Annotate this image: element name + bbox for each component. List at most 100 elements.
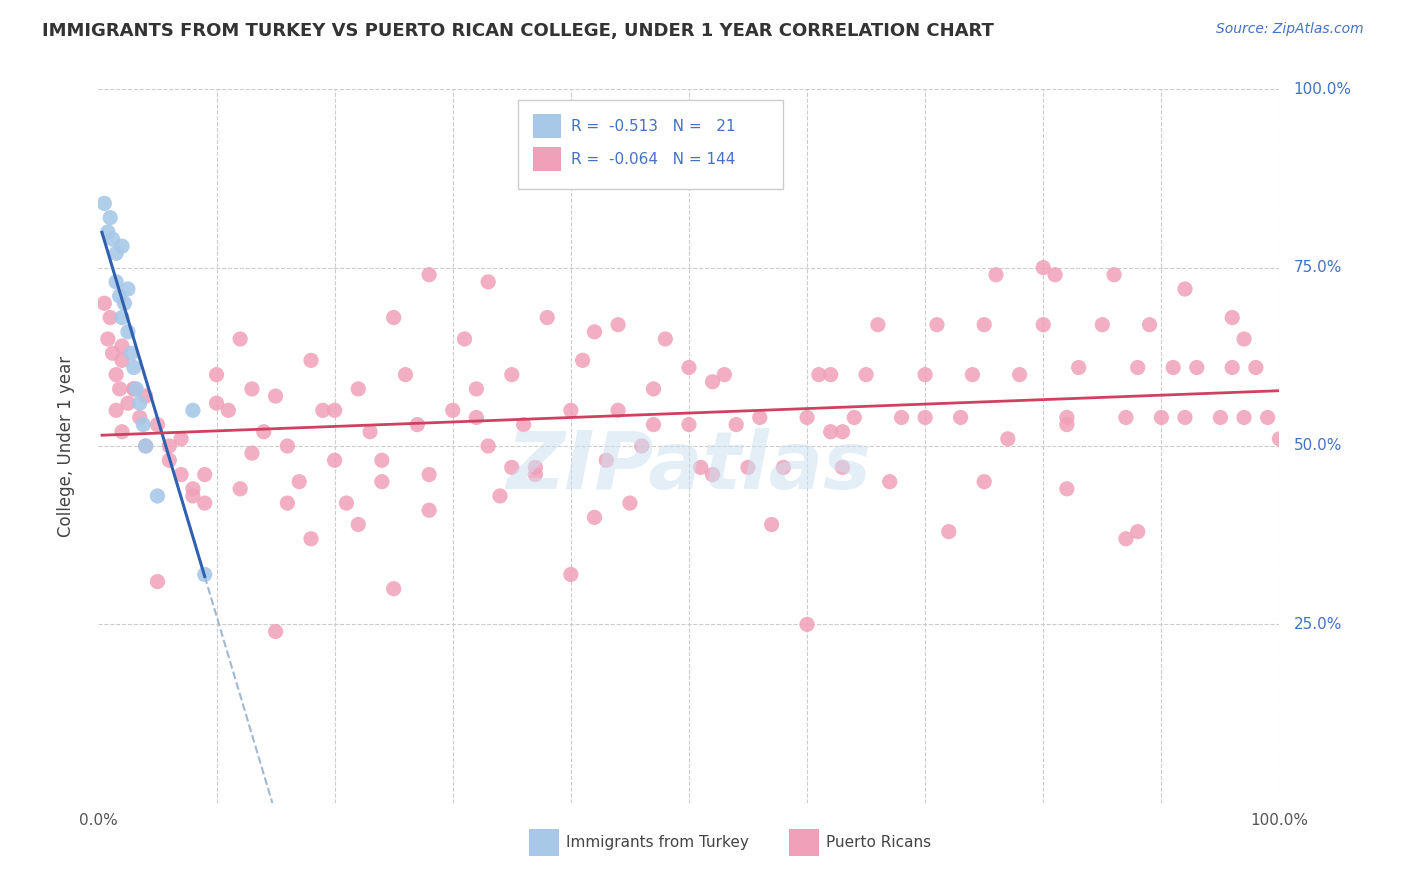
Point: [371, 475, 394, 489]
Point: [761, 517, 783, 532]
Point: [382, 582, 405, 596]
Point: [125, 382, 148, 396]
Point: [105, 403, 128, 417]
Point: [524, 467, 547, 482]
Point: [312, 403, 335, 417]
Point: [678, 417, 700, 432]
Point: [583, 510, 606, 524]
Point: [820, 368, 842, 382]
Point: [962, 368, 984, 382]
Point: [132, 417, 155, 432]
Point: [1174, 282, 1197, 296]
Point: [117, 282, 139, 296]
Point: [524, 460, 547, 475]
Point: [925, 318, 948, 332]
Point: [560, 567, 582, 582]
Point: [1091, 318, 1114, 332]
Point: [477, 439, 499, 453]
Point: [890, 410, 912, 425]
Point: [1185, 360, 1208, 375]
Point: [98, 310, 121, 325]
Point: [938, 524, 960, 539]
Bar: [533, 147, 561, 171]
Point: [128, 410, 150, 425]
Point: [702, 375, 724, 389]
Point: [347, 382, 370, 396]
Point: [323, 453, 346, 467]
Point: [105, 368, 128, 382]
Point: [335, 496, 357, 510]
Point: [796, 410, 818, 425]
Point: [796, 617, 818, 632]
Point: [101, 232, 124, 246]
Point: [607, 318, 630, 332]
Point: [914, 368, 936, 382]
Point: [181, 403, 204, 417]
Point: [1115, 410, 1137, 425]
Point: [583, 325, 606, 339]
Point: [418, 503, 440, 517]
Point: [371, 453, 394, 467]
Point: [135, 439, 157, 453]
Point: [1008, 368, 1031, 382]
Point: [93, 196, 115, 211]
Point: [560, 403, 582, 417]
Point: [855, 368, 877, 382]
Point: [512, 417, 534, 432]
Point: [536, 310, 558, 325]
Point: [205, 396, 228, 410]
Point: [702, 467, 724, 482]
Point: [737, 460, 759, 475]
Bar: [530, 830, 560, 856]
Point: [382, 310, 405, 325]
Point: [914, 410, 936, 425]
Point: [108, 289, 131, 303]
Point: [465, 382, 488, 396]
Point: [418, 467, 440, 482]
Point: [984, 268, 1007, 282]
Point: [111, 353, 134, 368]
Point: [111, 425, 134, 439]
Point: [299, 353, 322, 368]
Point: [117, 396, 139, 410]
Point: [1209, 410, 1232, 425]
Point: [1043, 268, 1066, 282]
Point: [997, 432, 1019, 446]
Point: [453, 332, 475, 346]
Point: [146, 574, 169, 589]
Point: [465, 410, 488, 425]
Point: [1056, 410, 1078, 425]
Point: [1150, 410, 1173, 425]
Point: [866, 318, 889, 332]
Point: [406, 417, 429, 432]
Point: [347, 517, 370, 532]
Point: [217, 403, 239, 417]
Point: [630, 439, 652, 453]
Text: Source: ZipAtlas.com: Source: ZipAtlas.com: [1216, 22, 1364, 37]
Point: [820, 425, 842, 439]
Point: [105, 275, 128, 289]
Point: [181, 482, 204, 496]
Point: [122, 382, 145, 396]
Point: [264, 624, 287, 639]
Point: [101, 346, 124, 360]
Point: [1174, 410, 1197, 425]
Point: [1056, 482, 1078, 496]
Point: [229, 332, 252, 346]
Point: [643, 382, 665, 396]
Point: [105, 246, 128, 260]
Point: [477, 275, 499, 289]
Point: [111, 239, 134, 253]
Text: ZIPatlas: ZIPatlas: [506, 428, 872, 507]
Point: [607, 403, 630, 417]
Bar: [533, 114, 561, 138]
Text: IMMIGRANTS FROM TURKEY VS PUERTO RICAN COLLEGE, UNDER 1 YEAR CORRELATION CHART: IMMIGRANTS FROM TURKEY VS PUERTO RICAN C…: [42, 22, 994, 40]
Point: [97, 332, 120, 346]
Point: [1067, 360, 1090, 375]
Point: [111, 339, 134, 353]
Point: [205, 368, 228, 382]
Point: [418, 268, 440, 282]
Point: [394, 368, 416, 382]
Point: [359, 425, 381, 439]
Point: [1115, 532, 1137, 546]
